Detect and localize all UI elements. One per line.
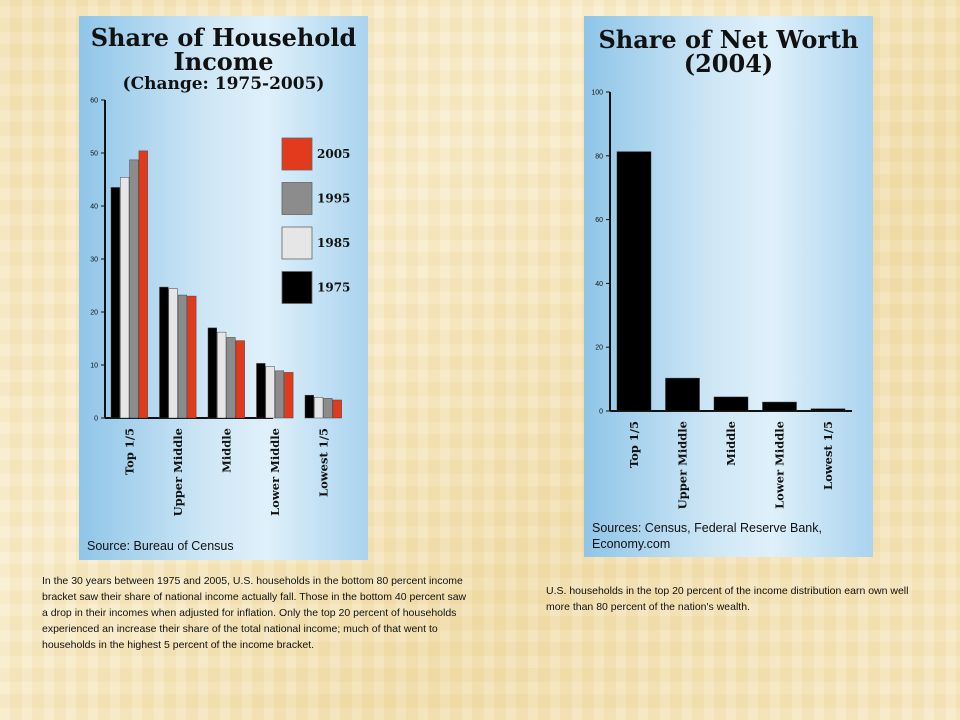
category-label-lowest-1-5: Lowest 1/5 [317, 428, 331, 497]
bar-middle-1985 [217, 331, 227, 419]
household-income-chart-panel: 0 10 20 30 40 50 60 Top 1/5 Upper Middle Middle Lo… [79, 16, 368, 560]
legend-label-1995: 1995 [317, 192, 350, 206]
bar-lower-middle [762, 401, 797, 412]
bar-lowest-1-5-1995 [323, 398, 333, 419]
caption-household-income: In the 30 years between 1975 and 2005, U… [42, 575, 467, 651]
y-tick-label: 100 [591, 90, 603, 97]
chart-title: Share of Net Worth (2004) [584, 28, 873, 76]
y-tick-label: 60 [595, 217, 603, 224]
bar-top-1-5-2005 [138, 150, 148, 419]
category-label-lowest-1-5: Lowest 1/5 [821, 421, 835, 490]
bar-top-1-5-1995 [129, 159, 139, 419]
y-tick-label: 0 [94, 416, 98, 423]
legend-label-1975: 1975 [317, 281, 350, 295]
bar-upper-middle-1995 [177, 294, 188, 419]
category-label-middle: Middle [724, 421, 738, 466]
household-income-chart: 0 10 20 30 40 50 60 Top 1/5 Upper Middle Middle Lo… [90, 98, 350, 517]
legend-swatch-1985 [281, 226, 313, 260]
y-tick-label: 30 [90, 257, 98, 264]
bar-middle [713, 396, 749, 412]
legend-swatch-1995 [281, 182, 313, 215]
category-label-lower-middle: Lower Middle [773, 421, 787, 509]
y-tick-label: 40 [595, 281, 603, 288]
category-label-lower-middle: Lower Middle [268, 428, 282, 516]
chart-source: Sources: Census, Federal Reserve Bank, E… [592, 521, 822, 551]
bar-upper-middle [665, 377, 700, 412]
bar-lowest-1-5-2005 [332, 399, 342, 419]
bar-lower-middle-1975 [256, 363, 266, 419]
bar-lowest-1-5-1975 [304, 394, 314, 419]
chart-title-line-2: Income [173, 47, 274, 76]
category-label-upper-middle: Upper Middle [171, 428, 185, 516]
bar-lower-middle-2005 [284, 372, 294, 419]
legend-label-1985: 1985 [317, 236, 350, 250]
chart-subtitle: (Change: 1975-2005) [122, 74, 325, 94]
category-label-top-1-5: Top 1/5 [627, 421, 641, 468]
bar-upper-middle-2005 [187, 295, 197, 419]
bar-lower-middle-1995 [274, 370, 285, 419]
y-tick-label: 40 [90, 204, 98, 211]
y-tick-label: 20 [595, 345, 603, 352]
caption-net-worth: U.S. households in the top 20 percent of… [546, 585, 909, 613]
y-tick-label: 80 [595, 153, 603, 160]
legend-label-2005: 2005 [317, 147, 350, 161]
category-label-middle: Middle [220, 428, 234, 473]
y-tick-label: 60 [90, 98, 98, 105]
y-tick-label: 20 [90, 310, 98, 317]
legend-swatch-1975 [281, 271, 313, 304]
bar-top-1-5 [616, 151, 652, 412]
chart-title-line-1: Share of Household [90, 23, 357, 52]
chart-source: Source: Bureau of Census [87, 539, 234, 553]
bar-middle-2005 [235, 340, 245, 419]
bar-middle-1975 [207, 327, 217, 419]
net-worth-chart-panel: 0 20 40 60 80 100 Top 1/5 Upper Middle Middle Low… [584, 16, 873, 557]
bar-top-1-5-1975 [110, 187, 120, 419]
y-tick-label: 50 [90, 151, 98, 158]
chart-title: Share of Household Income [79, 26, 368, 74]
legend-swatch-2005 [281, 137, 313, 171]
bar-upper-middle-1975 [159, 286, 169, 419]
y-tick-label: 10 [90, 363, 98, 370]
chart-title-line-1: Share of Net Worth [598, 25, 859, 54]
bar-upper-middle-1985 [168, 288, 178, 419]
category-label-upper-middle: Upper Middle [676, 421, 690, 509]
bar-middle-1995 [226, 337, 236, 419]
net-worth-chart: 0 20 40 60 80 100 Top 1/5 Upper Middle Middle Low… [591, 90, 852, 509]
y-tick-label: 0 [599, 409, 603, 416]
category-label-top-1-5: Top 1/5 [123, 428, 137, 475]
bar-top-1-5-1985 [120, 177, 130, 419]
bar-lowest-1-5 [810, 408, 846, 412]
bar-lower-middle-1985 [265, 366, 275, 419]
bar-lowest-1-5-1985 [314, 397, 324, 419]
chart-title-line-2: (2004) [683, 49, 774, 78]
